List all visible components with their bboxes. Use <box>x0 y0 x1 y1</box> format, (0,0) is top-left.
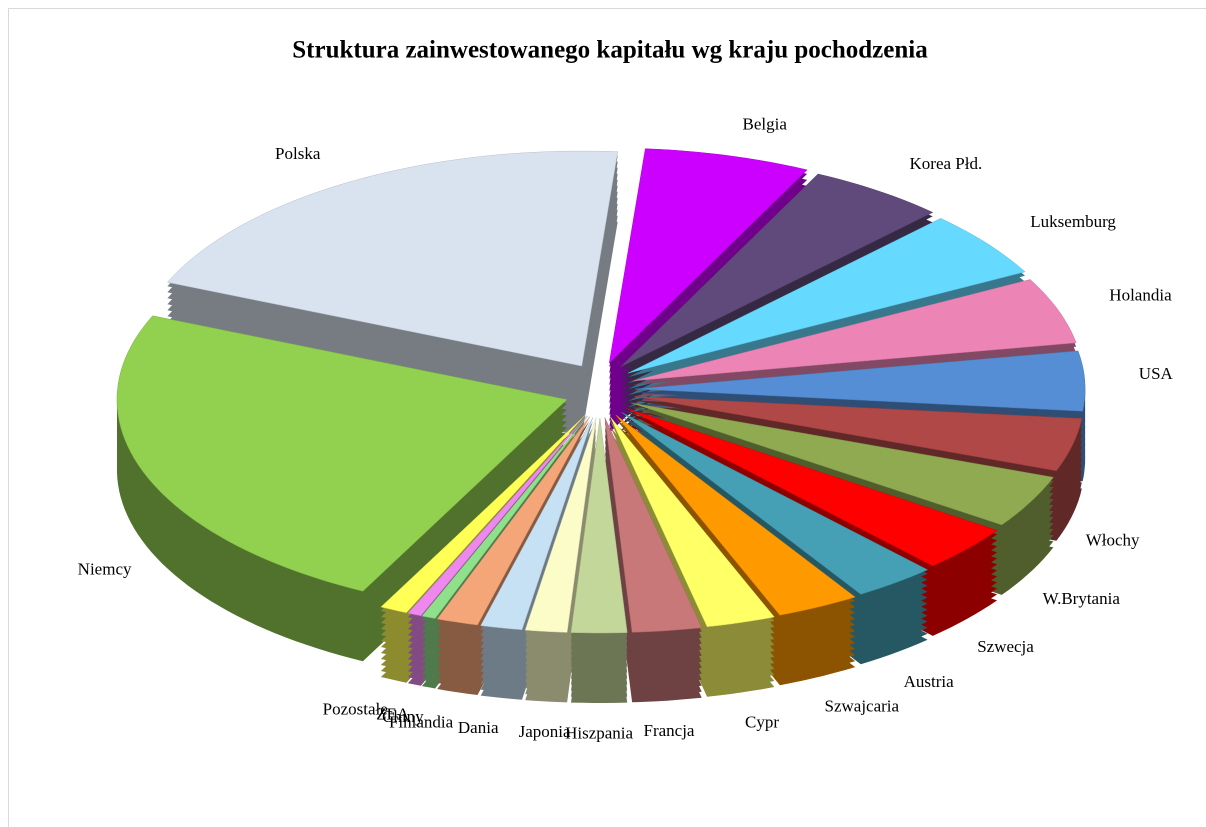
slice-label: USA <box>1139 364 1174 383</box>
slice-label: Belgia <box>743 115 788 134</box>
slice <box>634 396 1083 472</box>
slice-label: Holandia <box>1109 286 1172 305</box>
slice <box>620 173 934 368</box>
slice-label: Luksemburg <box>1030 212 1116 231</box>
slice <box>116 315 568 592</box>
slice-label: Włochy <box>1086 530 1140 549</box>
slice-label: Cypr <box>745 713 779 732</box>
slice-label: Francja <box>644 721 695 740</box>
slice <box>166 150 618 367</box>
slice <box>407 415 587 617</box>
slice <box>627 218 1026 374</box>
labels: Belgia Korea Płd. Luksemburg Holandia USA Wło… <box>78 115 1174 743</box>
slice-label: ZEA <box>376 704 410 723</box>
slice <box>380 415 586 613</box>
slice-label: Szwajcaria <box>825 697 900 716</box>
slice-label: Chiny <box>382 707 424 726</box>
slice <box>570 417 628 634</box>
slice <box>631 402 1054 526</box>
slice <box>626 408 998 567</box>
slice <box>436 416 590 626</box>
slice <box>633 279 1077 382</box>
slice-label: Japonia <box>519 722 571 741</box>
slice <box>615 414 856 616</box>
slice-label: Austria <box>904 672 955 691</box>
slice <box>635 350 1086 412</box>
slice <box>621 411 929 595</box>
slice-label: W.Brytania <box>1043 589 1121 608</box>
slice <box>604 417 703 633</box>
frame <box>8 8 1206 827</box>
slice-label: Finlandia <box>389 712 454 731</box>
tops <box>116 148 1086 634</box>
slice <box>480 417 594 630</box>
slice <box>421 416 588 619</box>
slice <box>524 417 597 633</box>
slice <box>610 416 775 627</box>
slice-label: Szwecja <box>977 637 1034 656</box>
chart-title: Struktura zainwestowanego kapitału wg kr… <box>292 37 928 64</box>
slice <box>608 148 808 364</box>
slice-label: Pozostałe <box>323 700 388 719</box>
slice-label: Niemcy <box>78 559 132 578</box>
slice-label: Hiszpania <box>565 723 633 742</box>
slice-label: Polska <box>275 144 321 163</box>
slice-label: Korea Płd. <box>910 154 983 173</box>
slice-label: Dania <box>458 718 499 737</box>
